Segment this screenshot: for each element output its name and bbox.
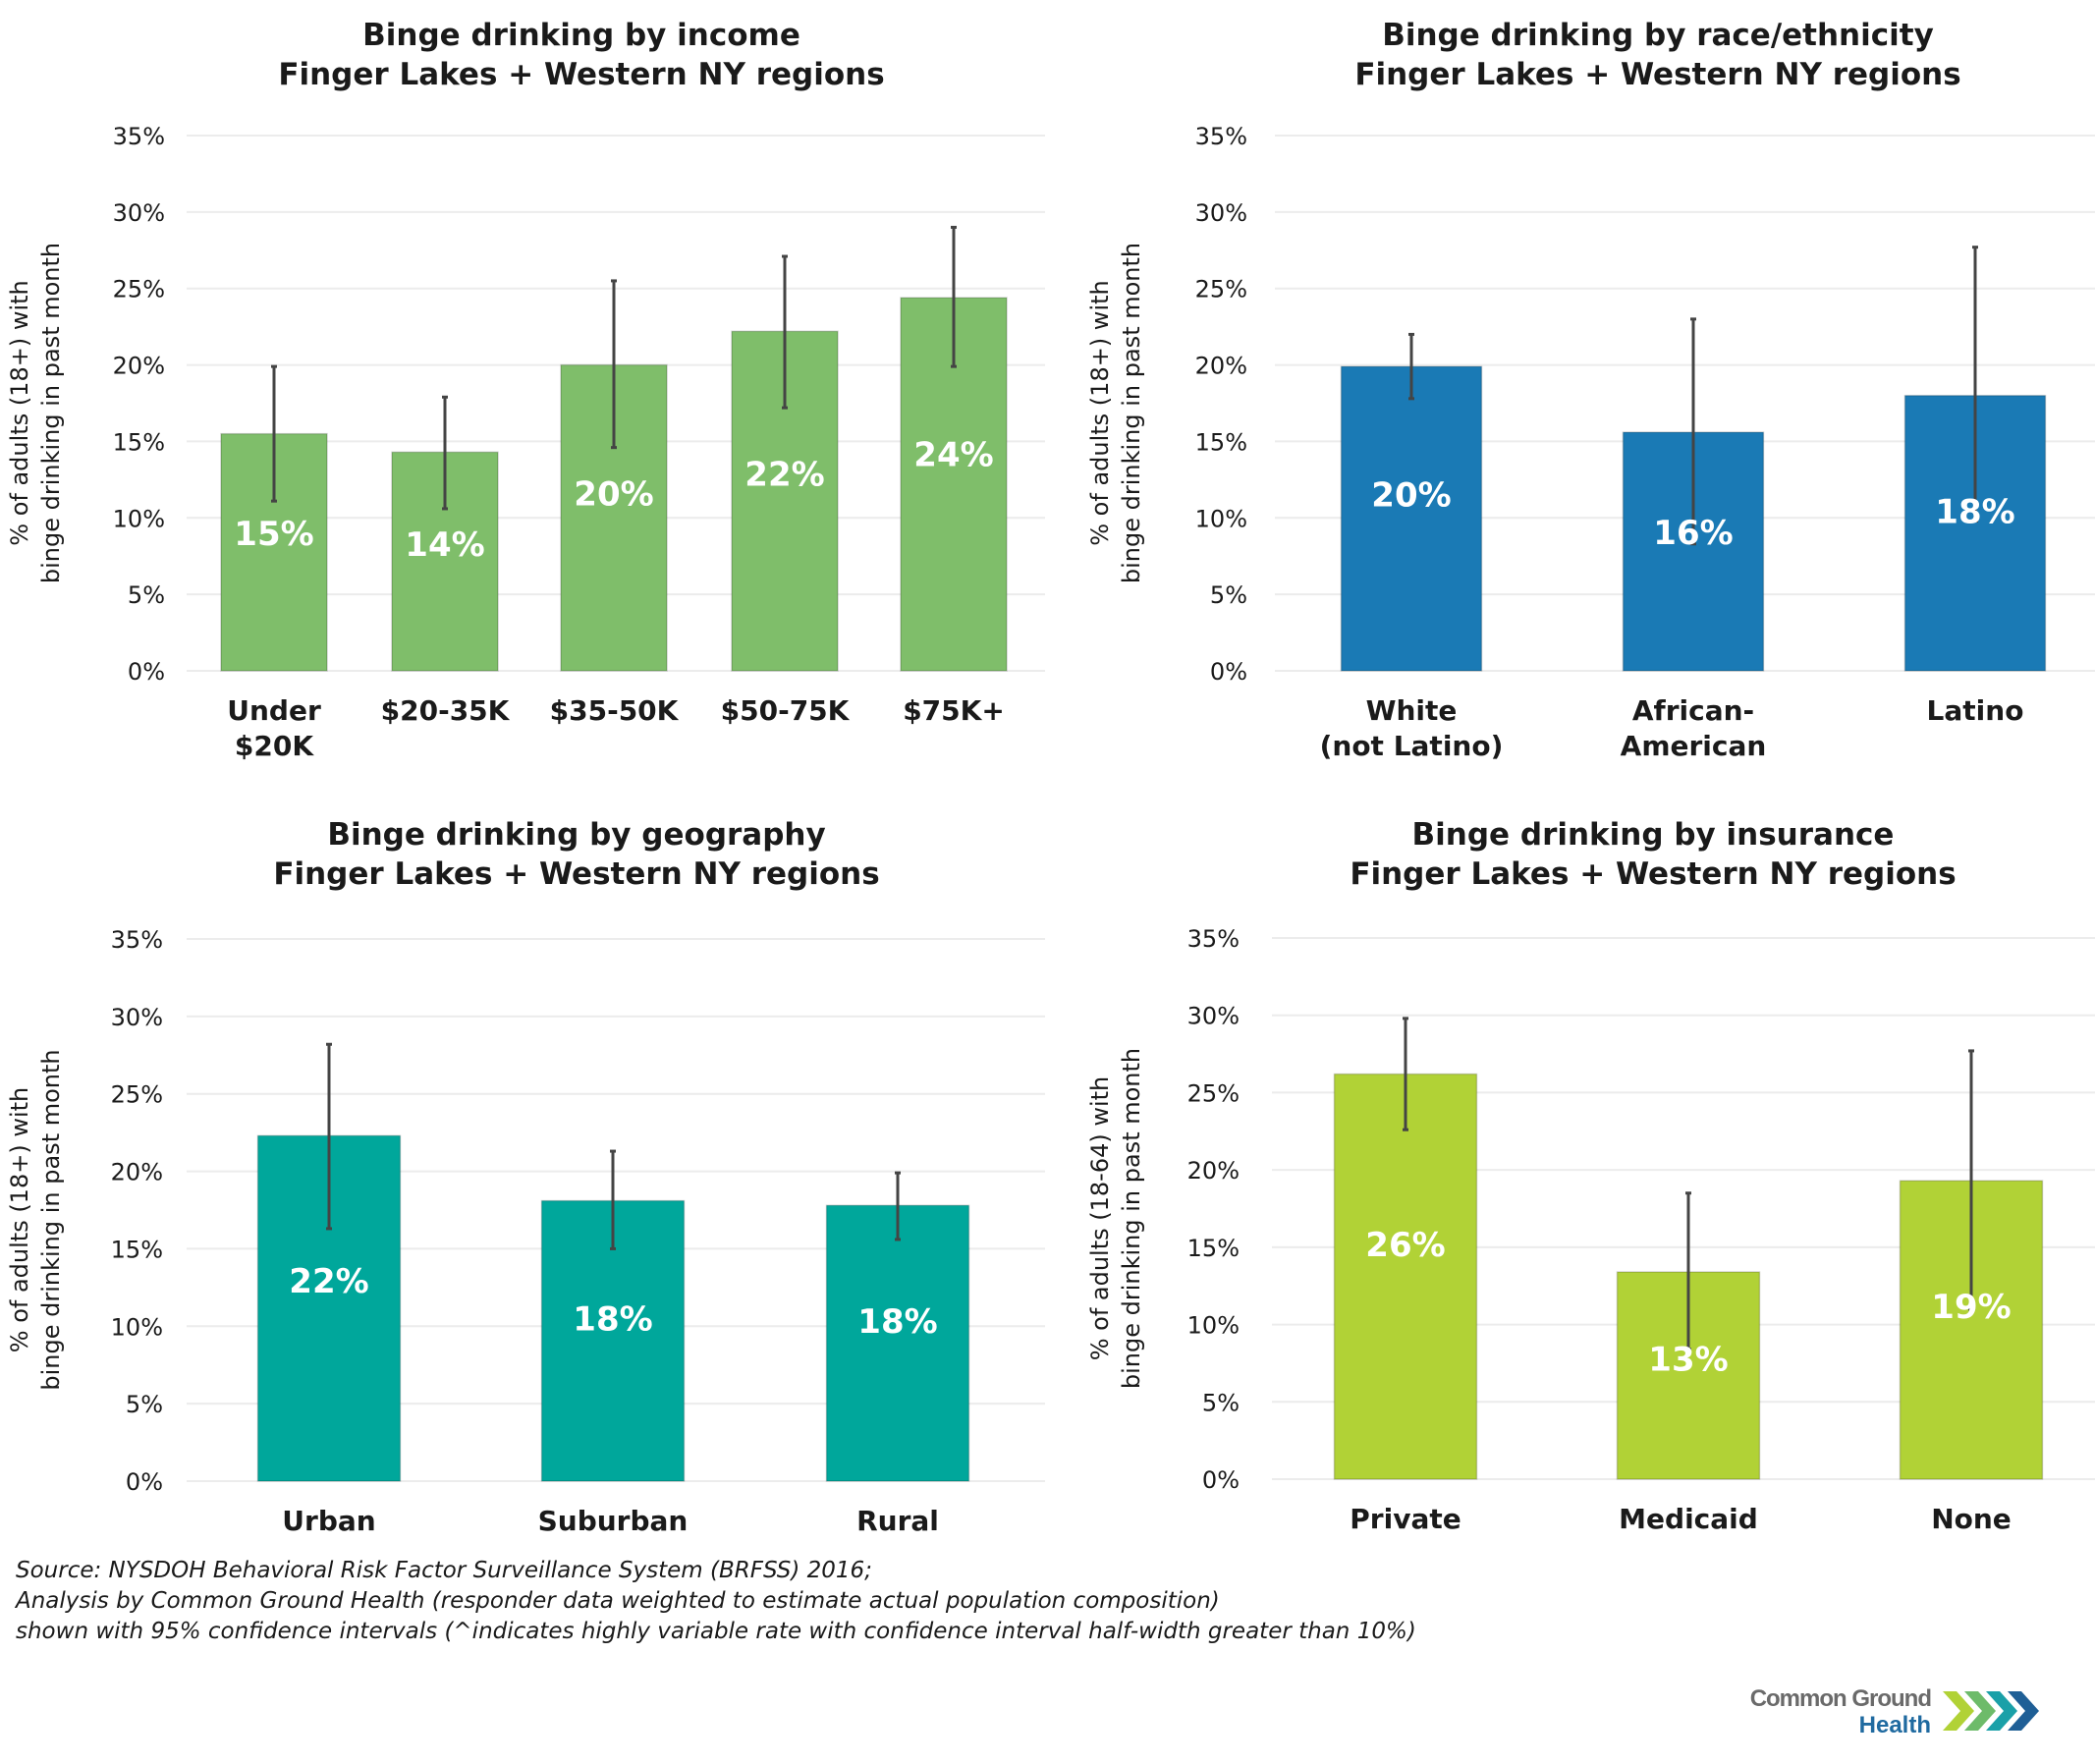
category-label: Latino: [1927, 694, 2024, 727]
chart-title: Finger Lakes + Western NY regions: [278, 57, 884, 92]
y-tick-label: 5%: [128, 581, 165, 609]
data-label: 19%: [1931, 1288, 2011, 1327]
y-axis-label: % of adults (18+) with: [6, 1087, 33, 1352]
y-tick-label: 30%: [1187, 1003, 1240, 1030]
y-tick-label: 15%: [113, 428, 165, 456]
logo-text-line-1: Common Ground: [1749, 1685, 1932, 1712]
data-label: 20%: [1371, 475, 1451, 515]
logo-text: Common Ground Health: [1749, 1685, 1932, 1738]
data-label: 26%: [1365, 1226, 1445, 1265]
data-label: 14%: [405, 525, 484, 565]
chevrons-icon: [1943, 1691, 2039, 1731]
data-label: 24%: [913, 436, 993, 475]
y-tick-label: 10%: [113, 505, 165, 532]
chart-title: Finger Lakes + Western NY regions: [1350, 856, 1956, 892]
category-label: $50-75K: [721, 694, 851, 727]
chevron-shape: [2008, 1691, 2039, 1731]
charts-canvas: Binge drinking by income Finger Lakes + W…: [6, 18, 2095, 1537]
category-label: $75K+: [903, 694, 1005, 727]
category-label: Rural: [856, 1505, 939, 1537]
bar: [1333, 1073, 1478, 1480]
category-label: Urban: [282, 1505, 375, 1537]
y-tick-label: 35%: [1187, 925, 1240, 953]
y-axis-label: % of adults (18+) with: [6, 280, 33, 545]
y-tick-label: 0%: [1202, 1466, 1240, 1494]
bar: [825, 1204, 970, 1482]
y-tick-label: 5%: [1210, 581, 1247, 609]
y-tick-label: 35%: [111, 926, 163, 954]
y-axis-label: binge drinking in past month: [1118, 243, 1145, 583]
data-label: 13%: [1648, 1341, 1728, 1380]
y-tick-label: 0%: [1210, 658, 1247, 686]
category-label: Private: [1350, 1503, 1461, 1535]
chart-title: Binge drinking by insurance: [1412, 817, 1895, 853]
category-label: Suburban: [538, 1505, 689, 1537]
chart-title: Binge drinking by income: [362, 18, 800, 53]
logo-text-line-2: Health: [1858, 1712, 1931, 1738]
y-tick-label: 10%: [1187, 1312, 1240, 1340]
bar: [1340, 365, 1483, 672]
y-tick-label: 15%: [111, 1236, 163, 1263]
y-tick-label: 25%: [111, 1081, 163, 1109]
data-label: 18%: [1935, 492, 2014, 531]
y-tick-label: 5%: [126, 1391, 163, 1418]
category-label: None: [1931, 1503, 2012, 1535]
category-label: African-: [1632, 694, 1754, 727]
y-tick-label: 30%: [1195, 199, 1247, 227]
y-tick-label: 20%: [113, 353, 165, 380]
chart-title: Binge drinking by race/ethnicity: [1382, 18, 1934, 53]
footnote-line-3: shown with 95% confidence intervals (^in…: [16, 1619, 1416, 1644]
footnote-line-1: Source: NYSDOH Behavioral Risk Factor Su…: [16, 1558, 872, 1583]
y-tick-label: 20%: [1195, 353, 1247, 380]
y-tick-label: 35%: [113, 123, 165, 150]
y-axis-label: binge drinking in past month: [37, 1049, 65, 1390]
data-label: 22%: [289, 1262, 368, 1301]
y-tick-label: 0%: [126, 1468, 163, 1496]
data-label: 15%: [234, 515, 313, 554]
y-tick-label: 5%: [1202, 1389, 1240, 1416]
chevron-shape: [1986, 1691, 2017, 1731]
data-label: 20%: [574, 474, 653, 514]
category-label: American: [1621, 730, 1767, 762]
common-ground-health-logo: Common Ground Health: [1738, 1685, 2053, 1744]
y-axis-label: binge drinking in past month: [1118, 1048, 1145, 1389]
chevron-shape: [1964, 1691, 1996, 1731]
y-tick-label: 0%: [128, 658, 165, 686]
y-axis-label: % of adults (18-64) with: [1086, 1076, 1114, 1361]
y-tick-label: 25%: [1195, 276, 1247, 303]
y-tick-label: 25%: [113, 276, 165, 303]
y-tick-label: 10%: [1195, 505, 1247, 532]
y-tick-label: 25%: [1187, 1079, 1240, 1107]
y-axis-label: binge drinking in past month: [37, 243, 65, 583]
y-tick-label: 10%: [111, 1313, 163, 1341]
category-label: $20-35K: [381, 694, 511, 727]
category-label: $20K: [235, 730, 314, 762]
category-label: White: [1366, 694, 1458, 727]
y-tick-label: 15%: [1187, 1235, 1240, 1262]
y-tick-label: 30%: [113, 199, 165, 227]
footnote-line-2: Analysis by Common Ground Health (respon…: [16, 1588, 1220, 1614]
y-axis-label: % of adults (18+) with: [1086, 280, 1114, 545]
data-label: 22%: [744, 456, 824, 495]
category-label: Medicaid: [1619, 1503, 1758, 1535]
chart-title: Binge drinking by geography: [327, 817, 825, 853]
y-tick-label: 30%: [111, 1004, 163, 1031]
y-tick-label: 35%: [1195, 123, 1247, 150]
chart-title: Finger Lakes + Western NY regions: [1354, 57, 1960, 92]
y-tick-label: 20%: [1187, 1157, 1240, 1185]
data-label: 18%: [573, 1299, 652, 1339]
data-label: 16%: [1653, 514, 1733, 553]
category-label: (not Latino): [1320, 730, 1504, 762]
data-label: 18%: [857, 1302, 937, 1342]
source-footnote: Source: NYSDOH Behavioral Risk Factor Su…: [16, 1556, 1416, 1647]
chevron-shape: [1943, 1691, 1974, 1731]
category-label: $35-50K: [550, 694, 680, 727]
category-label: Under: [227, 694, 321, 727]
y-tick-label: 15%: [1195, 428, 1247, 456]
chart-title: Finger Lakes + Western NY regions: [273, 856, 879, 892]
y-tick-label: 20%: [111, 1159, 163, 1186]
